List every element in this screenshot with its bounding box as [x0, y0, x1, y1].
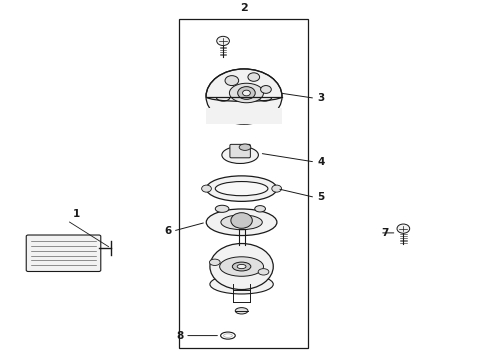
Text: 7: 7: [381, 228, 389, 238]
Circle shape: [243, 90, 250, 96]
Circle shape: [206, 69, 282, 124]
Circle shape: [217, 36, 229, 46]
Ellipse shape: [210, 274, 273, 294]
FancyBboxPatch shape: [26, 235, 101, 271]
Text: 6: 6: [165, 226, 172, 236]
Ellipse shape: [206, 176, 277, 201]
Circle shape: [231, 213, 252, 228]
Circle shape: [272, 185, 282, 192]
Text: 5: 5: [317, 193, 324, 202]
Text: 4: 4: [317, 157, 324, 167]
Circle shape: [248, 73, 260, 81]
Ellipse shape: [206, 209, 277, 235]
Ellipse shape: [255, 206, 266, 212]
Circle shape: [225, 76, 239, 86]
Circle shape: [210, 243, 273, 289]
Bar: [206, 108, 282, 124]
Ellipse shape: [222, 147, 258, 163]
Ellipse shape: [232, 262, 251, 271]
Ellipse shape: [258, 269, 269, 275]
Ellipse shape: [229, 83, 264, 103]
Ellipse shape: [215, 181, 268, 196]
Circle shape: [261, 86, 271, 93]
Ellipse shape: [239, 144, 251, 150]
Text: 1: 1: [74, 209, 80, 219]
Ellipse shape: [220, 257, 264, 276]
Ellipse shape: [237, 264, 246, 269]
Bar: [179, 19, 308, 348]
Ellipse shape: [215, 205, 229, 212]
Text: 3: 3: [317, 93, 324, 103]
FancyBboxPatch shape: [230, 144, 250, 158]
Text: 2: 2: [240, 3, 248, 13]
Ellipse shape: [221, 215, 262, 230]
Ellipse shape: [235, 307, 248, 314]
Circle shape: [202, 185, 211, 192]
Ellipse shape: [209, 259, 220, 265]
Text: 8: 8: [177, 330, 184, 341]
Circle shape: [238, 87, 255, 99]
Circle shape: [397, 224, 410, 233]
